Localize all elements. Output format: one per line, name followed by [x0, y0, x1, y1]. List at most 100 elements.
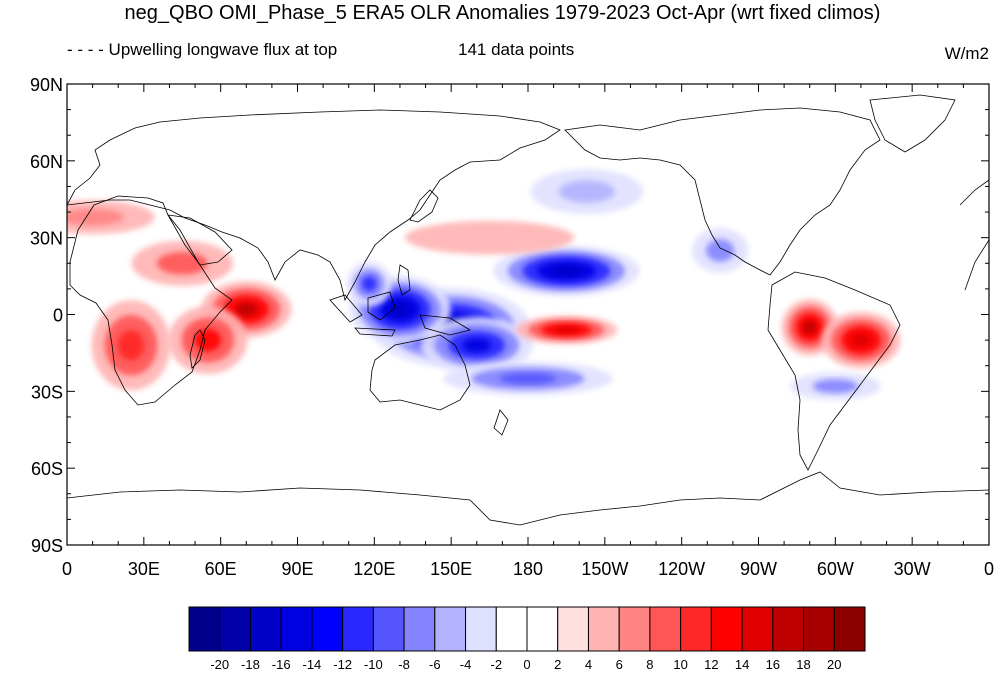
colorbar-swatch	[772, 606, 805, 652]
colorbar-label: 2	[554, 657, 561, 672]
colorbar-swatch	[833, 606, 866, 652]
colorbar-label: -14	[303, 657, 322, 672]
colorbar-label: 4	[585, 657, 592, 672]
colorbar-swatch	[311, 606, 344, 652]
axis-ticks: 90N 60N 30N 0 30S 60S 90S 0 30E 60E 90E 120E 150E 180…	[30, 75, 994, 579]
coastline-africa	[69, 195, 233, 406]
colorbar-swatch	[526, 606, 559, 652]
colorbar-swatch	[403, 606, 436, 652]
colorbar-label: -8	[398, 657, 410, 672]
coastline-australia	[369, 334, 471, 411]
lat-tick-label: 90S	[31, 536, 63, 556]
coastline-greenland	[869, 94, 956, 153]
coastline-new-zealand	[493, 409, 509, 436]
anomaly-blob	[194, 328, 222, 352]
anomaly-blob	[462, 338, 491, 353]
colorbar-label: 8	[646, 657, 653, 672]
coastline-arabia	[167, 214, 233, 266]
anomaly-blob	[705, 239, 735, 262]
anomaly-blob	[802, 320, 817, 335]
colorbar-swatch	[188, 606, 221, 652]
coastline-antarctica	[67, 471, 989, 526]
lon-tick-label: 150E	[430, 559, 472, 579]
lat-tick-label: 90N	[30, 75, 63, 95]
map-title: neg_QBO OMI_Phase_5 ERA5 OLR Anomalies 1…	[124, 2, 881, 24]
coastline-java	[354, 327, 396, 337]
anomaly-blob	[553, 326, 580, 334]
colorbar-label: 20	[827, 657, 841, 672]
colorbar-label: -2	[490, 657, 502, 672]
colorbar-label: 14	[735, 657, 749, 672]
lon-tick-label: 30E	[128, 559, 160, 579]
colorbar-label: -16	[272, 657, 291, 672]
colorbar-label: 18	[796, 657, 810, 672]
colorbar-swatch	[434, 606, 467, 652]
anomaly-blob	[812, 379, 858, 394]
colorbar-swatch	[557, 606, 589, 652]
coastline-europe-east-edge	[959, 179, 989, 206]
coastline-philippines	[397, 264, 411, 296]
colorbar-label: 12	[704, 657, 718, 672]
lat-tick-label: 60N	[30, 152, 63, 172]
colorbar-swatch	[219, 606, 251, 652]
lon-tick-label: 120E	[353, 559, 395, 579]
anomaly-blob	[361, 276, 377, 292]
colorbar: -20 -18 -16 -14 -12 -10 -8 -6 -4 -2 0 2 4 6 8 10 12 14 16 1…	[188, 606, 866, 672]
coastline-africa-east-edge	[964, 239, 989, 291]
lon-tick-label: 180	[513, 559, 543, 579]
anomaly-blob	[156, 252, 208, 275]
data-points-count: 141 data points	[458, 40, 575, 59]
colorbar-label: 16	[766, 657, 780, 672]
colorbar-swatch	[587, 606, 620, 652]
lon-tick-label: 30W	[894, 559, 931, 579]
colorbar-swatch	[741, 606, 774, 652]
colorbar-swatch	[803, 606, 835, 652]
coastline-sumatra	[329, 294, 363, 323]
colorbar-label: -18	[241, 657, 260, 672]
lat-tick-label: 0	[53, 306, 63, 326]
coastline-eurasia	[67, 109, 561, 302]
lon-tick-label: 90W	[740, 559, 777, 579]
anomaly-blob	[851, 333, 871, 348]
colorbar-label: -12	[333, 657, 352, 672]
colorbar-label: -4	[460, 657, 472, 672]
coastline-north-america	[564, 107, 881, 276]
lon-tick-label: 150W	[581, 559, 628, 579]
colorbar-label: 6	[616, 657, 623, 672]
colorbar-swatch	[618, 606, 651, 652]
anomaly-blob	[405, 220, 575, 255]
colorbar-swatch	[495, 606, 528, 652]
colorbar-swatch	[710, 606, 743, 652]
anomaly-blob	[117, 330, 145, 361]
lon-tick-label: 120W	[658, 559, 705, 579]
anomaly-blob	[67, 208, 124, 226]
colorbar-label: 0	[523, 657, 530, 672]
coastline-borneo	[367, 291, 396, 321]
colorbar-swatch	[680, 606, 712, 652]
colorbar-swatch	[465, 606, 497, 652]
coastline-new-guinea	[419, 314, 472, 336]
coastline-japan	[409, 189, 439, 223]
colorbar-label: -10	[364, 657, 383, 672]
colorbar-swatch	[342, 606, 374, 652]
coastline-madagascar	[189, 329, 206, 369]
anomaly-blob	[389, 302, 411, 317]
colorbar-swatch	[649, 606, 682, 652]
colorbar-label: -6	[429, 657, 441, 672]
lat-tick-label: 30N	[30, 229, 63, 249]
colorbar-swatch	[372, 606, 405, 652]
lon-tick-label: 0	[62, 559, 72, 579]
lon-tick-label: 60W	[817, 559, 854, 579]
anomaly-blob	[499, 372, 557, 385]
lon-tick-label: 90E	[281, 559, 313, 579]
coastline-south-america	[767, 271, 901, 471]
colorbar-label: -20	[210, 657, 229, 672]
colorbar-swatch	[249, 606, 282, 652]
lat-tick-label: 60S	[31, 459, 63, 479]
colorbar-swatch	[280, 606, 313, 652]
lon-tick-label: 60E	[205, 559, 237, 579]
anomaly-blob	[235, 302, 258, 317]
anomaly-blob	[558, 180, 616, 203]
lat-tick-label: 30S	[31, 382, 63, 402]
